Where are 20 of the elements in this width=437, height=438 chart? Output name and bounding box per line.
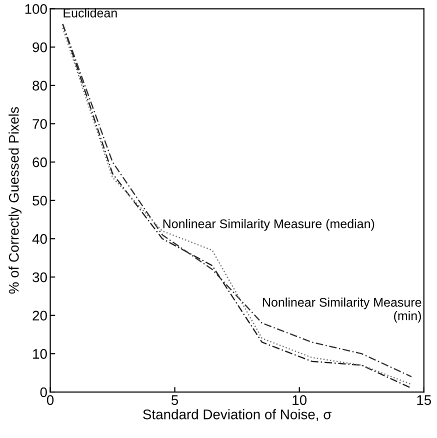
- x-tick-label: 15: [417, 395, 432, 405]
- y-axis-title: % of Correctly Guessed Pixels: [8, 107, 22, 294]
- y-tick-label: 10: [33, 349, 47, 359]
- x-tick-label: 5: [171, 395, 178, 405]
- annotation: Nonlinear Similarity Measure (min): [263, 298, 422, 323]
- x-axis-title: Standard Deviation of Noise, σ: [143, 409, 332, 421]
- annotation: Nonlinear Similarity Measure (median): [163, 219, 374, 231]
- y-tick-label: 50: [32, 196, 47, 206]
- y-tick-label: 60: [32, 157, 47, 168]
- y-tick-label: 20: [32, 310, 47, 321]
- y-tick-label: 90: [32, 42, 47, 52]
- y-tick-label: 80: [32, 80, 47, 91]
- y-tick-label: 100: [25, 4, 47, 14]
- y-tick-label: 30: [32, 272, 47, 282]
- y-tick-label: 0: [40, 387, 47, 398]
- y-tick-label: 40: [32, 234, 47, 244]
- y-tick-label: 70: [32, 119, 47, 129]
- x-tick-label: 10: [292, 395, 307, 405]
- x-tick-label: 0: [46, 395, 54, 405]
- annotation: Euclidean: [64, 8, 117, 18]
